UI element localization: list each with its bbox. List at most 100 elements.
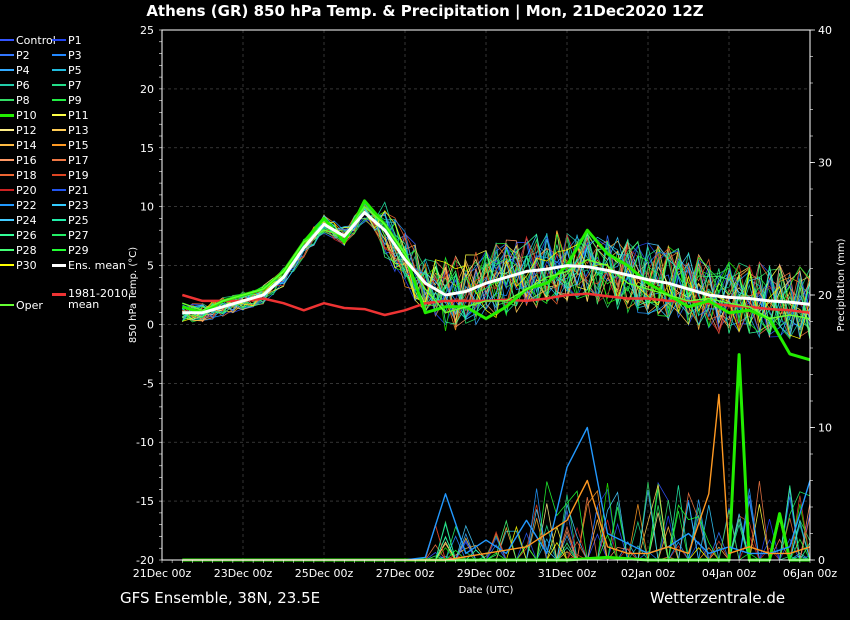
legend-item-p4: P4	[0, 63, 30, 77]
legend-swatch	[0, 99, 14, 101]
y-tick-label: -15	[136, 495, 154, 508]
legend-swatch	[52, 69, 66, 71]
legend-item-p10: P10	[0, 108, 37, 122]
legend-item-p6: P6	[0, 78, 30, 92]
legend-swatch	[52, 129, 66, 131]
x-tick-label: 21Dec 00z	[133, 567, 192, 580]
legend-label: P30	[16, 258, 37, 272]
ensemble-member-precip-line	[182, 495, 810, 561]
legend-label: P16	[16, 153, 37, 167]
legend-item-p16: P16	[0, 153, 37, 167]
legend-swatch	[52, 174, 66, 176]
legend-label: P23	[68, 198, 89, 212]
ensemble-member-precip-line	[182, 488, 811, 561]
ensemble-member-precip-line	[182, 488, 810, 561]
legend-item-p17: P17	[52, 153, 89, 167]
legend-swatch	[52, 39, 66, 41]
legend-item-p11: P11	[52, 108, 89, 122]
y-tick-label: -5	[143, 377, 154, 390]
legend-label: P7	[68, 78, 82, 92]
x-tick-label: 23Dec 00z	[214, 567, 273, 580]
y2-tick-label: 30	[818, 157, 832, 170]
legend-label: P19	[68, 168, 89, 182]
x-axis-label: Date (UTC)	[459, 585, 514, 596]
y-tick-label: -20	[136, 554, 154, 567]
legend-swatch	[52, 189, 66, 191]
legend: Control P1 P2 P3 P4 P5 P6 P7 P8 P9 P10 P11 P12 P13 P14…	[0, 33, 130, 323]
legend-label: P8	[16, 93, 30, 107]
legend-label: P18	[16, 168, 37, 182]
legend-item-p23: P23	[52, 198, 89, 212]
x-tick-label: 27Dec 00z	[376, 567, 435, 580]
legend-label: Oper	[16, 298, 43, 312]
x-tick-label: 25Dec 00z	[295, 567, 354, 580]
legend-label: Control	[16, 33, 56, 47]
legend-swatch	[0, 219, 14, 221]
y-tick-label: 25	[140, 24, 154, 37]
legend-label: P1	[68, 33, 82, 47]
legend-item-p15: P15	[52, 138, 89, 152]
legend-item-p2: P2	[0, 48, 30, 62]
ensemble-member-precip-line	[182, 481, 811, 562]
y2-tick-label: 40	[818, 24, 832, 37]
legend-item-p19: P19	[52, 168, 89, 182]
ensemble-member-precip-line	[182, 485, 810, 561]
series-layer	[181, 199, 811, 562]
ensemble-member-precip-line	[182, 518, 810, 561]
legend-label: P24	[16, 213, 37, 227]
legend-swatch	[0, 129, 14, 131]
legend-swatch	[52, 219, 66, 221]
legend-item-p7: P7	[52, 78, 82, 92]
legend-label: P17	[68, 153, 89, 167]
legend-swatch	[0, 304, 14, 306]
legend-swatch	[0, 264, 14, 266]
legend-item-p5: P5	[52, 63, 82, 77]
x-tick-label: 06Jan 00z	[783, 567, 837, 580]
legend-swatch	[52, 263, 66, 267]
legend-item-p8: P8	[0, 93, 30, 107]
legend-swatch	[52, 99, 66, 101]
ensemble-member-temp-line	[182, 204, 811, 340]
y-tick-label: 20	[140, 83, 154, 96]
legend-swatch	[52, 114, 66, 116]
x-tick-label: 31Dec 00z	[538, 567, 597, 580]
legend-swatch	[0, 234, 14, 236]
legend-swatch	[0, 144, 14, 146]
y-tick-label: 5	[147, 260, 154, 273]
axes-layer: 25 20 15 10 5 0 -5 -10 -15 -20 40 30 20 10 0 21Dec 00z 2…	[133, 24, 838, 580]
ensemble-member-precip-line	[182, 489, 811, 561]
ensemble-member-temp-line	[182, 207, 811, 329]
legend-item-p12: P12	[0, 123, 37, 137]
legend-item-p30: P30	[0, 258, 37, 272]
series-line-p15-precip	[182, 393, 811, 561]
legend-item-p29: P29	[52, 243, 89, 257]
legend-item-p28: P28	[0, 243, 37, 257]
legend-item-1981-2010-mean: 1981-2010 mean	[52, 288, 132, 310]
series-line-ens-mean	[182, 211, 811, 315]
legend-label: P29	[68, 243, 89, 257]
y-tick-label: 0	[147, 318, 154, 331]
ensemble-member-precip-line	[182, 489, 810, 561]
model-info: GFS Ensemble, 38N, 23.5E	[120, 589, 321, 607]
x-tick-label: 02Jan 00z	[621, 567, 675, 580]
legend-swatch	[52, 84, 66, 86]
legend-item-p24: P24	[0, 213, 37, 227]
legend-swatch	[0, 189, 14, 191]
y-tick-label: 10	[140, 201, 154, 214]
ensemble-member-precip-line	[182, 491, 811, 561]
legend-item-p14: P14	[0, 138, 37, 152]
legend-label: P2	[16, 48, 30, 62]
legend-label: P6	[16, 78, 30, 92]
legend-swatch	[0, 249, 14, 251]
legend-swatch	[0, 39, 14, 41]
legend-item-p18: P18	[0, 168, 37, 182]
legend-item-p21: P21	[52, 183, 89, 197]
ensemble-member-precip-line	[182, 481, 810, 562]
legend-swatch	[0, 84, 14, 86]
legend-swatch	[0, 54, 14, 56]
legend-item-p25: P25	[52, 213, 89, 227]
legend-item-p9: P9	[52, 93, 82, 107]
legend-label: P11	[68, 108, 89, 122]
series-line-oper	[182, 205, 811, 320]
